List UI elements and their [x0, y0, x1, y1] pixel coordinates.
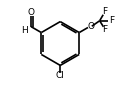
Text: F: F: [102, 7, 107, 16]
Text: Cl: Cl: [56, 71, 65, 80]
Text: F: F: [102, 25, 107, 34]
Text: O: O: [87, 22, 94, 31]
Text: H: H: [21, 26, 28, 35]
Text: O: O: [28, 8, 35, 17]
Text: F: F: [109, 16, 114, 25]
